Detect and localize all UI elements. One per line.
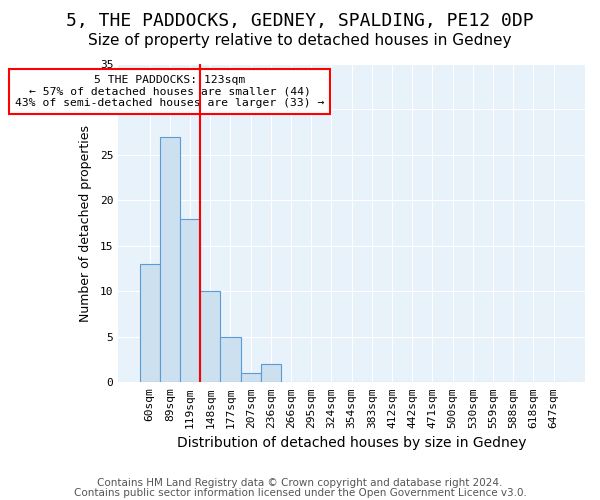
- Text: Size of property relative to detached houses in Gedney: Size of property relative to detached ho…: [88, 32, 512, 48]
- Bar: [200, 292, 220, 382]
- Bar: [220, 337, 241, 382]
- Y-axis label: Number of detached properties: Number of detached properties: [79, 124, 92, 322]
- Text: 5, THE PADDOCKS, GEDNEY, SPALDING, PE12 0DP: 5, THE PADDOCKS, GEDNEY, SPALDING, PE12 …: [66, 12, 534, 30]
- Text: 5 THE PADDOCKS: 123sqm
← 57% of detached houses are smaller (44)
43% of semi-det: 5 THE PADDOCKS: 123sqm ← 57% of detached…: [15, 75, 325, 108]
- Bar: [261, 364, 281, 382]
- Bar: [160, 137, 180, 382]
- X-axis label: Distribution of detached houses by size in Gedney: Distribution of detached houses by size …: [177, 436, 526, 450]
- Bar: [241, 373, 261, 382]
- Bar: [180, 218, 200, 382]
- Text: Contains public sector information licensed under the Open Government Licence v3: Contains public sector information licen…: [74, 488, 526, 498]
- Text: Contains HM Land Registry data © Crown copyright and database right 2024.: Contains HM Land Registry data © Crown c…: [97, 478, 503, 488]
- Bar: [140, 264, 160, 382]
